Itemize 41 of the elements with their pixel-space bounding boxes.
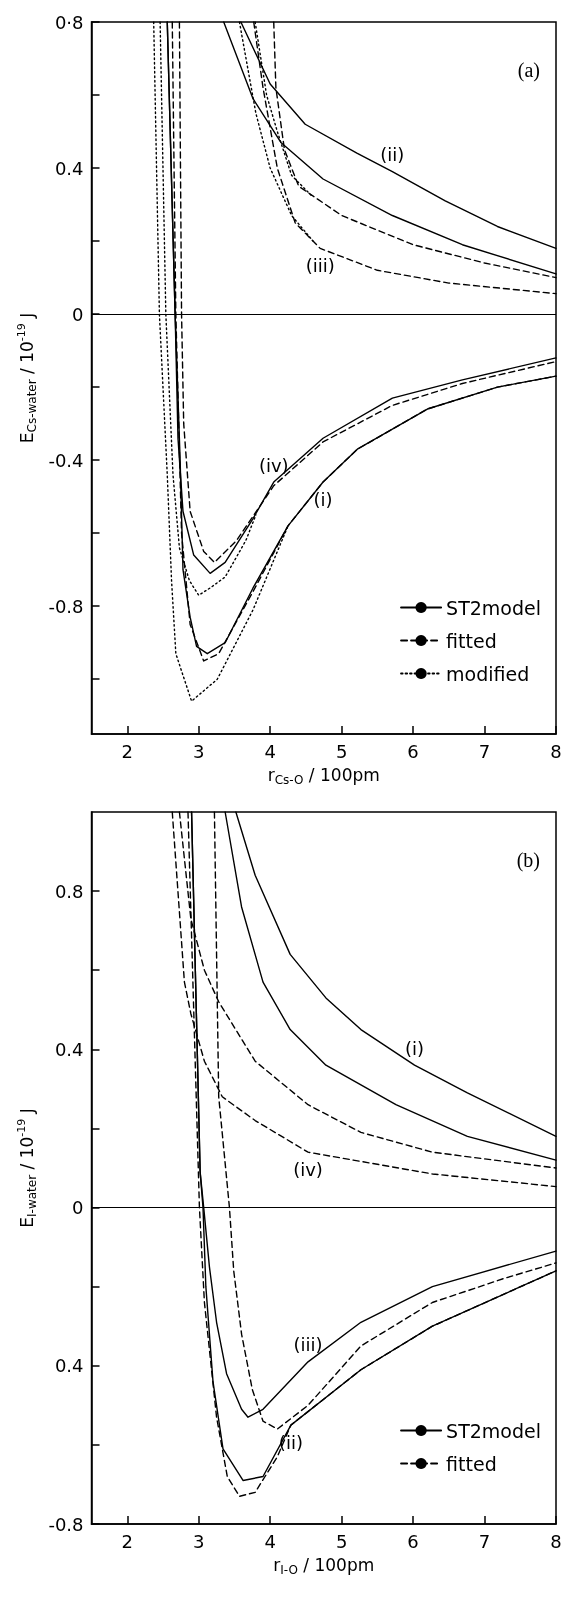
y-axis-title: ECs-water / 10-19 J xyxy=(15,312,39,444)
x-tick-label: 8 xyxy=(550,1530,562,1552)
x-tick-label: 4 xyxy=(264,1530,276,1552)
annotation: (ii) xyxy=(380,144,405,166)
x-tick-label: 4 xyxy=(264,740,276,762)
x-tick-label: 6 xyxy=(407,740,419,762)
legend-label: ST2model xyxy=(446,1419,542,1442)
annotation: (i) xyxy=(313,488,333,510)
annotation: (ii) xyxy=(278,1431,303,1453)
x-tick-label: 2 xyxy=(121,1530,133,1552)
x-tick-label: 2 xyxy=(121,740,133,762)
annotation: (iv) xyxy=(258,454,289,476)
annotation: (iii) xyxy=(293,1334,323,1356)
legend-label: modified xyxy=(446,662,530,685)
x-tick-label: 7 xyxy=(478,1530,491,1552)
y-tick-label: 0 xyxy=(72,303,84,325)
y-tick-label: 0.4 xyxy=(54,157,84,179)
annotation: (b) xyxy=(516,849,541,872)
annotation: (i) xyxy=(404,1037,425,1059)
x-tick-label: 5 xyxy=(335,740,348,762)
y-tick-label: 0·8 xyxy=(54,11,84,33)
annotation: (iii) xyxy=(305,254,335,276)
annotation: (iv) xyxy=(293,1158,323,1180)
x-tick-label: 3 xyxy=(192,1530,205,1552)
legend-label: fitted xyxy=(446,1452,497,1475)
annotation: (a) xyxy=(517,59,541,82)
x-tick-label: 3 xyxy=(192,740,205,762)
y-tick-label: 0.4 xyxy=(54,1355,84,1377)
y-tick-label: 0.8 xyxy=(54,880,84,902)
y-tick-label: -0.4 xyxy=(48,449,84,471)
y-tick-label: -0.8 xyxy=(48,595,84,617)
legend-label: fitted xyxy=(446,629,497,652)
x-tick-label: 8 xyxy=(550,740,562,762)
y-axis-title: EI-water / 10-19 J xyxy=(15,1108,39,1228)
y-tick-label: 0.4 xyxy=(54,1038,84,1060)
y-tick-label: 0 xyxy=(72,1197,84,1219)
x-tick-label: 6 xyxy=(407,1530,419,1552)
x-tick-label: 5 xyxy=(335,1530,348,1552)
x-tick-label: 7 xyxy=(478,740,491,762)
y-tick-label: -0.8 xyxy=(48,1513,84,1535)
legend-label: ST2model xyxy=(446,596,542,619)
